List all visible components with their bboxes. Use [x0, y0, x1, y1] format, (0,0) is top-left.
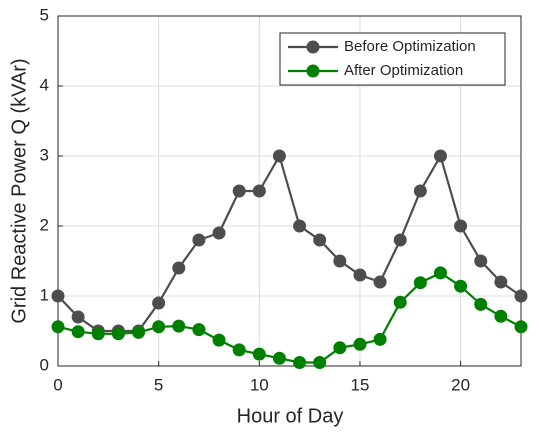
marker: [192, 323, 206, 337]
y-tick-label: 0: [40, 355, 49, 374]
marker: [111, 327, 125, 341]
legend-label: After Optimization: [344, 62, 463, 79]
marker: [252, 347, 266, 361]
marker: [293, 356, 307, 369]
marker: [514, 320, 528, 334]
marker: [454, 219, 468, 233]
marker: [514, 289, 528, 303]
marker: [393, 233, 407, 247]
marker: [333, 254, 347, 268]
x-axis-label: Hour of Day: [237, 405, 344, 427]
marker: [413, 276, 427, 290]
x-tick-label: 20: [451, 375, 470, 394]
marker: [353, 268, 367, 282]
x-tick-label: 15: [350, 375, 369, 394]
x-tick-label: 5: [154, 375, 163, 394]
marker: [71, 325, 85, 339]
marker: [132, 325, 146, 339]
marker: [272, 149, 286, 163]
y-tick-label: 2: [40, 215, 49, 234]
marker: [373, 275, 387, 289]
marker: [51, 320, 65, 334]
marker: [474, 297, 488, 311]
marker: [413, 184, 427, 198]
marker: [212, 226, 226, 240]
plot-frame: [57, 15, 522, 367]
marker: [51, 289, 65, 303]
marker: [192, 233, 206, 247]
marker: [252, 184, 266, 198]
x-tick-label: 10: [250, 375, 269, 394]
marker: [172, 261, 186, 275]
marker: [494, 309, 508, 323]
y-tick-label: 1: [40, 285, 49, 304]
marker: [293, 219, 307, 233]
marker: [172, 319, 186, 333]
marker: [272, 351, 286, 365]
marker: [454, 279, 468, 293]
legend-box: [279, 32, 506, 86]
marker: [313, 233, 327, 247]
marker: [232, 343, 246, 357]
marker: [433, 149, 447, 163]
marker: [474, 254, 488, 268]
marker: [393, 295, 407, 309]
x-tick-label: 0: [53, 375, 62, 394]
marker: [212, 333, 226, 347]
y-tick-label: 4: [40, 75, 49, 94]
marker: [152, 320, 166, 334]
marker: [313, 356, 327, 369]
y-tick-label: 5: [40, 5, 49, 24]
marker: [373, 332, 387, 346]
marker: [433, 266, 447, 280]
legend-marker: [306, 40, 320, 54]
legend-marker: [306, 64, 320, 78]
marker: [152, 296, 166, 310]
marker: [91, 327, 105, 341]
marker: [494, 275, 508, 289]
marker: [232, 184, 246, 198]
marker: [71, 310, 85, 324]
marker: [353, 337, 367, 351]
legend-label: Before Optimization: [344, 38, 476, 55]
marker: [333, 341, 347, 355]
y-tick-label: 3: [40, 145, 49, 164]
y-axis-label: Grid Reactive Power Q (kVAr): [8, 58, 30, 323]
